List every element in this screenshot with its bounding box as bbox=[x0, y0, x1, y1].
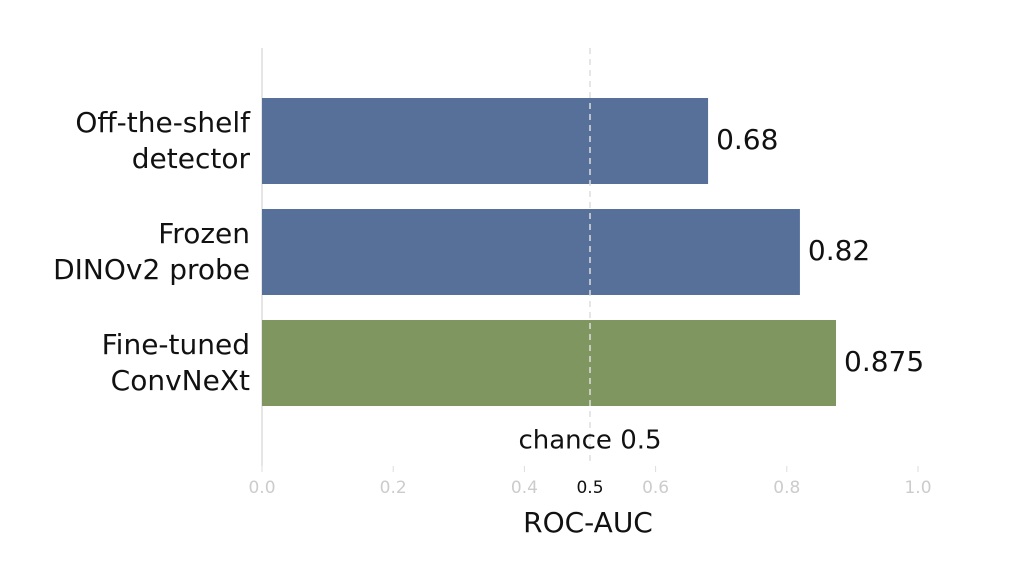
x-axis-label: ROC-AUC bbox=[523, 506, 653, 539]
x-tick-label: 0.2 bbox=[380, 478, 407, 498]
category-label: Frozen DINOv2 probe bbox=[53, 217, 250, 286]
reference-tick-label: 0.5 bbox=[576, 478, 603, 498]
reference-label: chance 0.5 bbox=[518, 426, 661, 456]
category-label: Fine-tuned ConvNeXt bbox=[101, 328, 250, 397]
x-tick-label: 0.8 bbox=[773, 478, 800, 498]
bar bbox=[262, 98, 709, 184]
bar bbox=[262, 209, 800, 295]
x-tick-label: 0.0 bbox=[248, 478, 275, 498]
x-tick-label: 0.6 bbox=[642, 478, 669, 498]
value-label: 0.68 bbox=[716, 123, 778, 156]
category-label: Off-the-shelf detector bbox=[75, 106, 250, 175]
value-label: 0.82 bbox=[808, 234, 870, 267]
bar bbox=[262, 320, 836, 406]
x-tick-label: 0.4 bbox=[511, 478, 538, 498]
value-label: 0.875 bbox=[844, 345, 924, 378]
x-tick-label: 1.0 bbox=[904, 478, 931, 498]
